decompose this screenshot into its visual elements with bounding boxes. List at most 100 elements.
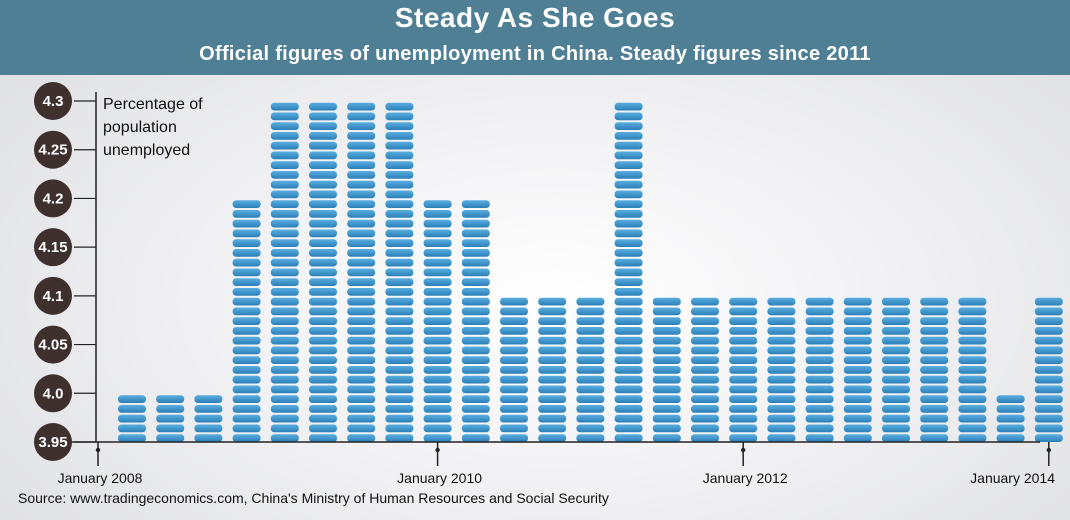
- bar-segment: [270, 248, 299, 257]
- bar-segment: [767, 346, 796, 355]
- bar-segment: [920, 317, 949, 325]
- bar-segment: [614, 190, 643, 199]
- bar-segment: [1034, 356, 1063, 364]
- bar-segment: [805, 326, 834, 335]
- bar-segment: [232, 287, 261, 296]
- bar-segment: [652, 375, 681, 384]
- bar-segment: [652, 404, 681, 413]
- bar-segment: [614, 278, 643, 286]
- bar-segment: [347, 229, 376, 238]
- bar: [500, 297, 528, 442]
- bar-segment: [767, 317, 796, 325]
- bar-segment: [767, 326, 796, 335]
- bar-segment: [347, 161, 376, 169]
- bar-segment: [1034, 385, 1063, 394]
- bar-segment: [270, 317, 299, 325]
- y-axis-title-line: Percentage of: [103, 96, 203, 113]
- bar-segment: [1034, 297, 1063, 306]
- bar-segment: [309, 112, 337, 121]
- bar-segment: [958, 346, 987, 355]
- bar-segment: [461, 297, 490, 306]
- chart-title: Steady As She Goes: [394, 2, 676, 33]
- bar-segment: [843, 424, 872, 433]
- bar-segment: [843, 326, 872, 335]
- bar: [347, 102, 376, 442]
- bar-segment: [156, 424, 185, 433]
- bar-segment: [347, 278, 376, 286]
- bar-segment: [614, 336, 643, 345]
- bar-segment: [347, 287, 376, 296]
- bar-segment: [232, 404, 261, 413]
- bar-segment: [614, 424, 643, 433]
- bar-segment: [920, 395, 949, 403]
- bar-segment: [423, 356, 452, 364]
- bar-segment: [729, 307, 758, 316]
- bar-segment: [1034, 346, 1063, 355]
- bar-segment: [576, 356, 605, 364]
- bar-segment: [423, 365, 452, 374]
- bar-segment: [461, 356, 490, 364]
- bar-segment: [614, 141, 643, 150]
- bar-segment: [347, 131, 376, 140]
- bar-segment: [614, 248, 643, 257]
- bar-segment: [270, 258, 299, 267]
- bar-segment: [347, 141, 376, 150]
- bar-segment: [767, 414, 796, 423]
- bar-segment: [614, 385, 643, 394]
- bar-segment: [729, 346, 758, 355]
- bar-segment: [843, 336, 872, 345]
- bar-segment: [270, 395, 299, 403]
- bar: [614, 102, 643, 442]
- y-tick-badge: [34, 179, 72, 218]
- bar: [461, 200, 490, 442]
- bar-segment: [232, 317, 261, 325]
- bar-segment: [538, 365, 567, 374]
- bar-segment: [270, 307, 299, 316]
- bar-segment: [576, 346, 605, 355]
- bar-segment: [652, 385, 681, 394]
- bar-segment: [1034, 434, 1063, 442]
- bar-segment: [576, 375, 605, 384]
- bar-segment: [385, 375, 414, 384]
- x-tick: January 2008: [58, 442, 143, 486]
- bar: [118, 395, 146, 442]
- bar-segment: [385, 122, 414, 130]
- bar-segment: [614, 307, 643, 316]
- bar-segment: [805, 307, 834, 316]
- bar-segment: [996, 424, 1025, 433]
- bar-segment: [423, 395, 452, 403]
- source-note: Source: www.tradingeconomics.com, China'…: [18, 490, 609, 506]
- bar-segment: [614, 209, 643, 218]
- bar-segment: [920, 336, 949, 345]
- bar-segment: [232, 365, 261, 374]
- bar-segment: [309, 141, 337, 150]
- bar-segment: [691, 297, 719, 306]
- bar-segment: [347, 395, 376, 403]
- bar-segment: [385, 278, 414, 286]
- bar-segment: [729, 385, 758, 394]
- y-tick-badge: [34, 374, 72, 413]
- bar-segment: [423, 346, 452, 355]
- y-tick-label: 4.0: [43, 385, 64, 402]
- bar-segment: [423, 248, 452, 257]
- bar-segment: [347, 307, 376, 316]
- bar-segment: [118, 395, 146, 403]
- bar-segment: [270, 131, 299, 140]
- bar-segment: [385, 248, 414, 257]
- bar-segment: [500, 434, 528, 442]
- bar-segment: [385, 258, 414, 267]
- bar-segment: [461, 278, 490, 286]
- bar-segment: [347, 385, 376, 394]
- bar-segment: [1034, 307, 1063, 316]
- y-tick: 4.0: [34, 374, 96, 413]
- y-tick-badge: [34, 82, 72, 120]
- bar-segment: [347, 190, 376, 199]
- bar-segment: [461, 424, 490, 433]
- bar-segment: [500, 346, 528, 355]
- bar-segment: [996, 414, 1025, 423]
- bar-segment: [309, 258, 337, 267]
- bar-segment: [767, 385, 796, 394]
- bar-segment: [423, 209, 452, 218]
- bar-segment: [423, 404, 452, 413]
- bar-segment: [385, 190, 414, 199]
